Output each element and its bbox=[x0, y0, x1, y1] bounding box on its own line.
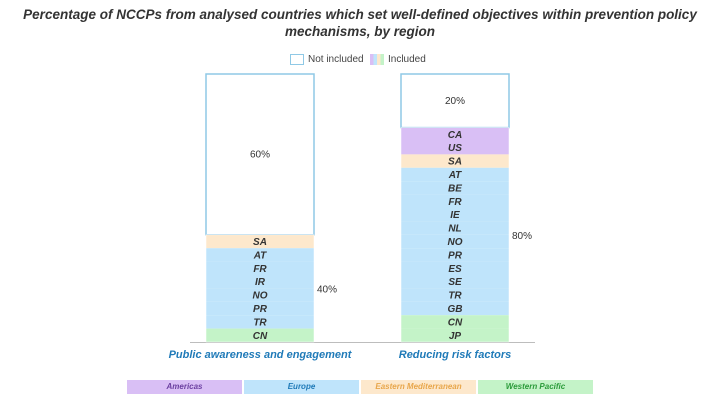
bar-2-segment-sa bbox=[401, 154, 509, 168]
legend-swatch-included bbox=[370, 54, 384, 65]
bar-2-segment-se bbox=[401, 275, 509, 289]
bar-2-included-outline bbox=[400, 127, 510, 343]
bar-2-segment-be bbox=[401, 181, 509, 195]
bar-1-segment-at bbox=[206, 248, 314, 262]
bar-1-included-outline bbox=[205, 234, 315, 343]
bar-1-segment-no bbox=[206, 288, 314, 302]
legend-label-not-included: Not included bbox=[308, 54, 364, 65]
legend-swatch-not-included bbox=[290, 54, 304, 65]
category-label-1: Public awareness and engagement bbox=[169, 349, 353, 361]
bar-1-segment-ir bbox=[206, 275, 314, 289]
bar-2-country-label-ie: IE bbox=[450, 210, 460, 221]
bar-2-country-label-se: SE bbox=[448, 277, 462, 288]
region-legend-europe: Europe bbox=[244, 380, 359, 394]
bar-1-country-label-sa: SA bbox=[253, 237, 267, 248]
bar-1-segment-fr bbox=[206, 261, 314, 275]
bar-1-country-label-fr: FR bbox=[253, 264, 267, 275]
bar-1-country-label-pr: PR bbox=[253, 304, 268, 315]
bar-2-country-label-nl: NL bbox=[448, 224, 461, 235]
bar-1-segment-cn bbox=[206, 328, 314, 342]
bar-2-country-label-fr: FR bbox=[448, 197, 462, 208]
bar-2-segment-no bbox=[401, 234, 509, 249]
bar-1-not-included-label: 60% bbox=[250, 149, 270, 160]
category-label-2: Reducing risk factors bbox=[399, 349, 511, 361]
bar-2-segment-pr bbox=[401, 248, 509, 262]
bar-1-included-label: 40% bbox=[317, 284, 337, 295]
bar-2-country-label-us: US bbox=[448, 143, 462, 154]
bar-2-segment-cn bbox=[401, 315, 509, 329]
bar-1-segment-sa bbox=[206, 234, 314, 249]
bar-2-segment-jp bbox=[401, 328, 509, 342]
region-legend-americas: Americas bbox=[127, 380, 242, 394]
bar-2-not-included-label: 20% bbox=[445, 96, 465, 107]
bar-1-country-label-tr: TR bbox=[253, 317, 267, 328]
bar-2-segment-fr bbox=[401, 194, 509, 208]
bar-2-segment-at bbox=[401, 167, 509, 182]
bar-2-segment-nl bbox=[401, 221, 509, 235]
region-legend-western-pacific: Western Pacific bbox=[478, 380, 593, 394]
bar-2-segment-gb bbox=[401, 301, 509, 316]
bar-2-segment-ca bbox=[401, 127, 509, 141]
bar-2-country-label-cn: CN bbox=[448, 317, 463, 328]
region-legend-eastern-mediterranean: Eastern Mediterranean bbox=[361, 380, 476, 394]
bar-2-segment-us bbox=[401, 141, 509, 155]
bar-1-country-label-cn: CN bbox=[253, 331, 268, 342]
bar-2-segment-tr bbox=[401, 288, 509, 302]
bar-2-country-label-ca: CA bbox=[448, 130, 462, 141]
bar-2-country-label-sa: SA bbox=[448, 157, 462, 168]
bar-2-country-label-at: AT bbox=[448, 170, 462, 181]
bar-1-country-label-ir: IR bbox=[255, 277, 266, 288]
bar-2-country-label-pr: PR bbox=[448, 250, 463, 261]
bar-2-segment-es bbox=[401, 261, 509, 275]
bar-2-country-label-tr: TR bbox=[448, 291, 462, 302]
bar-1-country-label-at: AT bbox=[253, 250, 267, 261]
legend-label-included: Included bbox=[388, 54, 426, 65]
bar-2-included-label: 80% bbox=[512, 231, 532, 242]
bar-2-country-label-be: BE bbox=[448, 183, 462, 194]
chart-title: Percentage of NCCPs from analysed countr… bbox=[23, 7, 697, 39]
bar-1-segment-pr bbox=[206, 301, 314, 316]
bar-2-country-label-es: ES bbox=[448, 264, 462, 275]
bar-2-country-label-gb: GB bbox=[448, 304, 463, 315]
bar-2-country-label-jp: JP bbox=[449, 331, 462, 342]
bar-2-segment-ie bbox=[401, 208, 509, 222]
bar-1-segment-tr bbox=[206, 315, 314, 329]
bar-2-country-label-no: NO bbox=[448, 237, 463, 248]
bar-1-country-label-no: NO bbox=[253, 291, 268, 302]
